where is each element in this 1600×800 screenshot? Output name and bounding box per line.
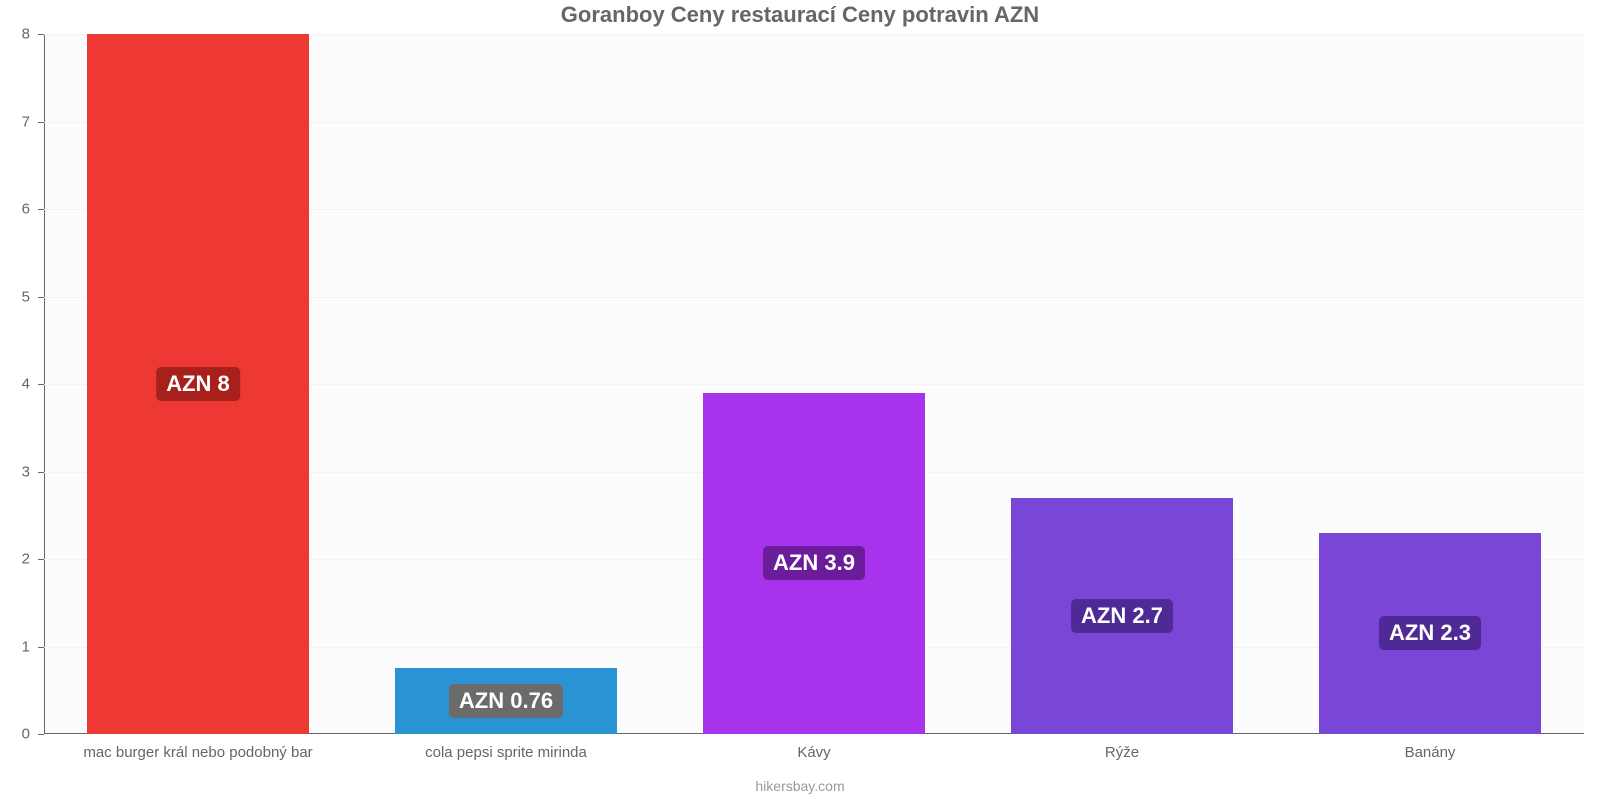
ytick-mark — [38, 209, 44, 210]
ytick-mark — [38, 34, 44, 35]
xtick-label: Rýže — [1105, 744, 1139, 761]
xtick-label: Kávy — [797, 744, 830, 761]
value-badge: AZN 0.76 — [449, 684, 563, 718]
ytick-label: 1 — [0, 638, 30, 655]
value-badge: AZN 8 — [156, 367, 240, 401]
xtick-label: Banány — [1405, 744, 1456, 761]
ytick-label: 4 — [0, 376, 30, 393]
xtick-label: cola pepsi sprite mirinda — [425, 744, 587, 761]
ytick-mark — [38, 647, 44, 648]
value-badge: AZN 2.3 — [1379, 616, 1481, 650]
ytick-label: 7 — [0, 113, 30, 130]
value-badge: AZN 3.9 — [763, 546, 865, 580]
xtick-label: mac burger král nebo podobný bar — [83, 744, 312, 761]
ytick-label: 8 — [0, 26, 30, 43]
ytick-label: 6 — [0, 201, 30, 218]
ytick-label: 3 — [0, 463, 30, 480]
ytick-mark — [38, 559, 44, 560]
ytick-mark — [38, 122, 44, 123]
chart-title: Goranboy Ceny restaurací Ceny potravin A… — [0, 2, 1600, 28]
plot-area: AZN 8 AZN 0.76 AZN 3.9 AZN 2.7 AZN 2.3 — [44, 34, 1584, 734]
ytick-label: 5 — [0, 288, 30, 305]
ytick-mark — [38, 297, 44, 298]
ytick-label: 0 — [0, 726, 30, 743]
footer-credit: hikersbay.com — [0, 778, 1600, 794]
ytick-mark — [38, 384, 44, 385]
value-badge: AZN 2.7 — [1071, 599, 1173, 633]
ytick-label: 2 — [0, 551, 30, 568]
chart-container: Goranboy Ceny restaurací Ceny potravin A… — [0, 0, 1600, 800]
ytick-mark — [38, 472, 44, 473]
ytick-mark — [38, 734, 44, 735]
